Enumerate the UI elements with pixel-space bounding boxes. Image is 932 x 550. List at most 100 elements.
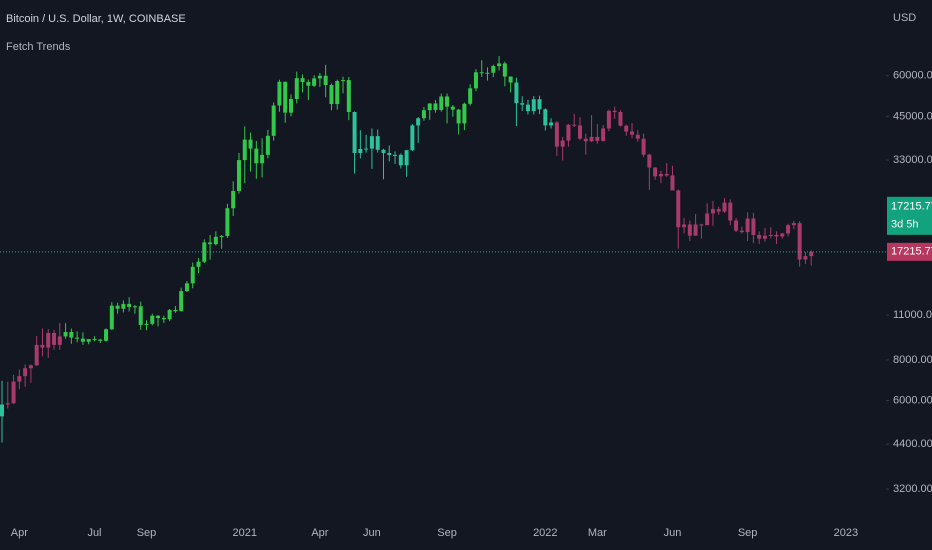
- candle-body: [699, 224, 704, 226]
- price-label: 17215.77: [891, 246, 932, 258]
- candle-body: [485, 72, 490, 74]
- candle-body: [254, 148, 259, 164]
- candle-body: [497, 63, 502, 67]
- x-tick-label: Apr: [311, 527, 328, 539]
- candle-body: [283, 81, 288, 113]
- candle-body: [323, 75, 328, 86]
- candle-body: [682, 224, 687, 228]
- candle-body: [624, 125, 629, 132]
- candle-body: [780, 233, 785, 237]
- y-axis-label: USD: [893, 12, 916, 24]
- candle-body: [566, 124, 571, 141]
- candle-body: [658, 173, 663, 177]
- candle-body: [132, 306, 137, 308]
- candle-body: [335, 81, 340, 105]
- x-tick-label: 2022: [533, 527, 557, 539]
- candle-body: [641, 138, 646, 155]
- candle-body: [572, 124, 577, 126]
- candle-body: [190, 266, 195, 284]
- candle-body: [664, 173, 669, 176]
- candle-body: [554, 122, 559, 147]
- candle-body: [774, 234, 779, 237]
- countdown: 3d 5h: [891, 219, 919, 231]
- candle-body: [109, 305, 114, 330]
- candle-body: [583, 138, 588, 142]
- candle-body: [670, 175, 675, 191]
- y-tick-label: 33000.00: [893, 154, 932, 166]
- price-label: 17215.77: [891, 201, 932, 213]
- candle-body: [543, 109, 548, 126]
- candle-body: [791, 223, 796, 226]
- y-tick-label: 11000.00: [893, 309, 932, 321]
- candle-body: [260, 154, 265, 164]
- candle-body: [647, 154, 652, 168]
- candle-body: [138, 306, 143, 325]
- x-tick-label: Sep: [738, 527, 758, 539]
- candle-body: [236, 160, 241, 192]
- candle-body: [213, 236, 218, 245]
- y-tick-label: 60000.00: [893, 70, 932, 82]
- x-tick-label: Mar: [588, 527, 607, 539]
- y-tick-label: 3200.00: [893, 483, 932, 495]
- candle-body: [358, 148, 363, 153]
- candle-body: [115, 305, 120, 309]
- candle-body: [728, 202, 733, 221]
- candle-body: [289, 98, 293, 113]
- candle-body: [462, 103, 467, 124]
- candle-body: [17, 376, 22, 382]
- y-tick-label: 4400.00: [893, 438, 932, 450]
- candle-body: [317, 75, 322, 79]
- candle-body: [300, 78, 305, 83]
- candle-body: [86, 339, 91, 342]
- candle-body: [618, 112, 623, 126]
- candle-body: [803, 256, 808, 260]
- candle-body: [231, 191, 236, 209]
- candle-body: [589, 136, 594, 142]
- candle-body: [184, 283, 189, 292]
- candle-body: [525, 104, 530, 112]
- candle-body: [381, 149, 386, 153]
- candle-body: [375, 136, 380, 150]
- candle-body: [312, 78, 317, 86]
- candle-body: [479, 72, 484, 74]
- candle-body: [427, 103, 432, 111]
- price-label-box: [887, 242, 932, 261]
- candle-body: [473, 72, 478, 89]
- candle-body: [797, 223, 802, 260]
- y-tick-label: 6000.00: [893, 394, 932, 406]
- candle-body: [173, 309, 178, 312]
- x-tick-label: Apr: [11, 527, 28, 539]
- candle-body: [364, 148, 369, 150]
- candle-body: [531, 99, 536, 112]
- x-tick-label: Jul: [87, 527, 101, 539]
- candle-body: [768, 234, 773, 236]
- candle-body: [762, 235, 767, 239]
- candle-body: [491, 66, 496, 73]
- price-label-box: [887, 196, 932, 235]
- candle-body: [612, 110, 617, 113]
- candle-body: [786, 225, 791, 234]
- candle-body: [635, 134, 640, 139]
- candle-body: [69, 331, 74, 338]
- candle-body: [265, 135, 270, 155]
- candle-body: [450, 106, 455, 110]
- candle-body: [560, 140, 565, 147]
- candle-body: [508, 76, 513, 83]
- candle-body: [653, 167, 658, 177]
- candle-body: [745, 218, 750, 233]
- candle-body: [601, 128, 606, 141]
- candle-body: [606, 110, 611, 129]
- candle-body: [208, 242, 213, 245]
- candle-body: [127, 303, 132, 307]
- candle-body: [456, 109, 461, 124]
- candle-body: [693, 224, 698, 236]
- candle-body: [722, 202, 727, 212]
- x-tick-label: Sep: [137, 527, 157, 539]
- candle-body: [294, 78, 299, 99]
- candle-body: [710, 209, 715, 214]
- candle-body: [421, 110, 426, 119]
- candle-body: [416, 118, 421, 126]
- x-tick-label: Sep: [437, 527, 457, 539]
